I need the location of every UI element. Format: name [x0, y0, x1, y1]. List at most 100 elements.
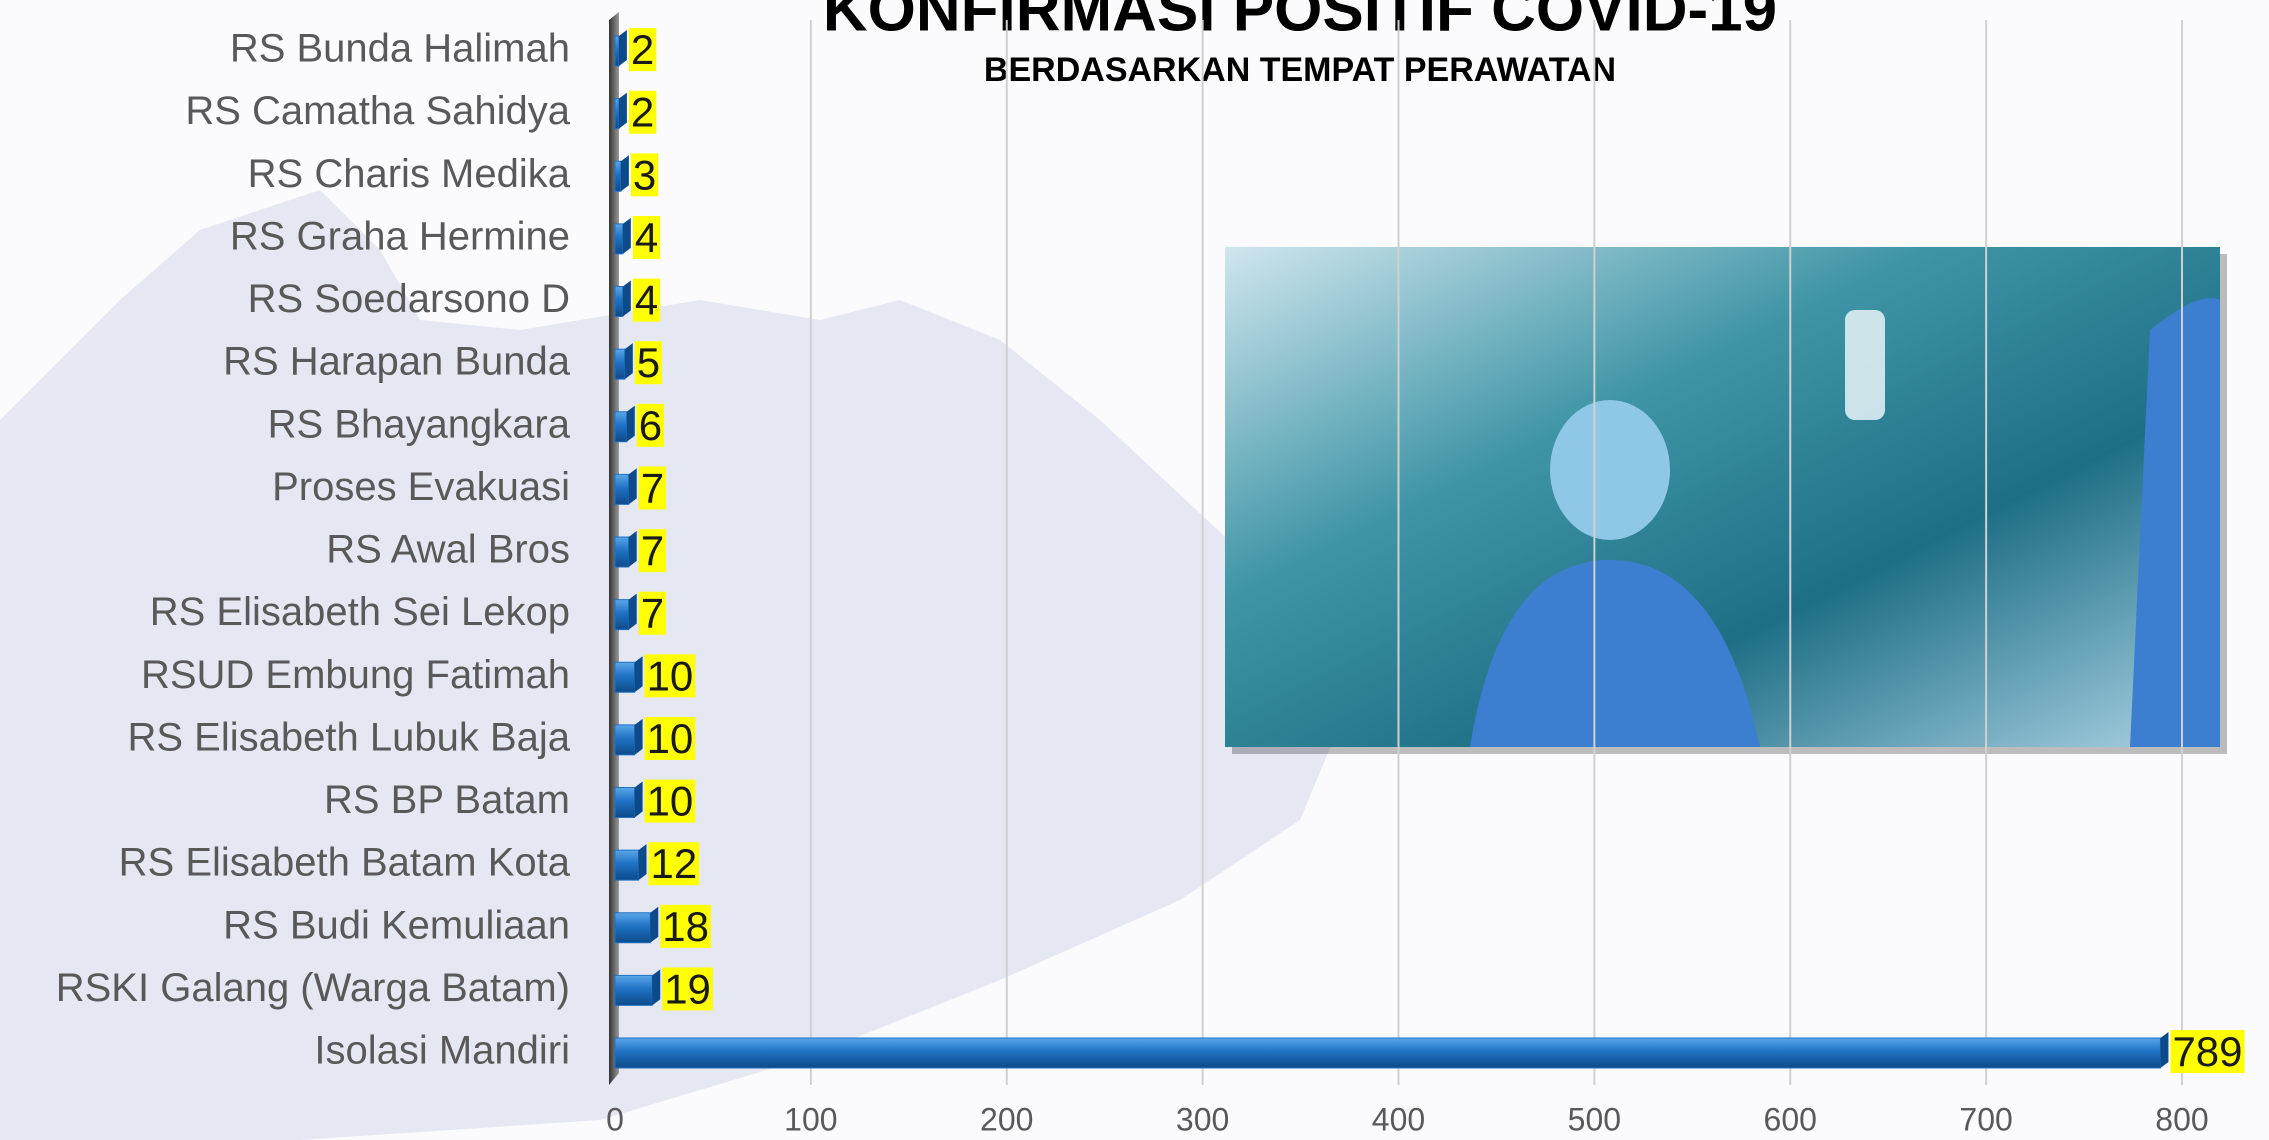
bar-end [628, 593, 637, 630]
bar-end [2160, 1032, 2169, 1068]
value-label: 5 [637, 339, 660, 386]
bar-group [614, 593, 637, 631]
value-label-bg [628, 90, 657, 134]
x-tick-label: 700 [1959, 1101, 2012, 1137]
value-label: 2 [631, 26, 654, 73]
value-label-bg [632, 278, 661, 322]
bar-end [634, 656, 643, 693]
y-tick-label: RS Elisabeth Batam Kota [119, 841, 571, 885]
value-label: 6 [639, 402, 662, 449]
bar-group [614, 217, 631, 255]
bar-end [622, 280, 631, 317]
bar [614, 1037, 2161, 1069]
value-label-bg [638, 591, 667, 635]
bar-end [624, 343, 633, 380]
value-label: 10 [647, 778, 694, 825]
bar-end [620, 155, 629, 192]
value-label: 10 [647, 652, 694, 699]
x-tick-label: 300 [1176, 1101, 1229, 1137]
bar-end [650, 906, 659, 943]
bar [614, 348, 626, 380]
x-tick-label: 600 [1764, 1101, 1817, 1137]
bar-group [614, 906, 659, 944]
value-label-bg [630, 153, 659, 197]
value-label: 4 [635, 214, 658, 261]
value-label: 12 [651, 840, 698, 887]
value-label-bg [660, 904, 711, 948]
y-tick-label: RS Charis Medika [248, 152, 571, 196]
x-tick-label: 800 [2155, 1101, 2208, 1137]
y-tick-label: RS Bhayangkara [268, 402, 571, 446]
bar-group [614, 280, 631, 317]
chart-title: KONFIRMASI POSITIF COVID-19 [823, 0, 1777, 44]
x-tick-label: 400 [1372, 1101, 1425, 1137]
value-label-bg [632, 215, 661, 259]
bar-group [614, 343, 633, 380]
y-tick-label: RSUD Embung Fatimah [141, 653, 570, 697]
bar-end [634, 718, 643, 755]
bar [614, 912, 651, 944]
value-label-bg [628, 28, 657, 72]
value-label-bg [644, 779, 696, 823]
bar-group [614, 92, 627, 130]
bar [614, 974, 653, 1006]
bar-end [626, 405, 635, 442]
y-tick-label: Isolasi Mandiri [314, 1029, 570, 1073]
y-tick-label: Proses Evakuasi [272, 465, 570, 509]
x-tick-label: 0 [606, 1101, 624, 1137]
bar-group [614, 781, 643, 818]
y-tick-label: RSKI Galang (Warga Batam) [56, 966, 570, 1010]
y-tick-label: RS Budi Kemuliaan [223, 903, 570, 947]
bar [614, 223, 624, 255]
bar-group [614, 468, 637, 505]
y-tick-label: RS Harapan Bunda [223, 340, 571, 384]
x-tick-label: 500 [1568, 1101, 1621, 1137]
value-label-bg [634, 341, 663, 385]
bar [614, 536, 630, 568]
y-tick-label: RS Soedarsono D [248, 277, 570, 321]
bar-end [618, 92, 627, 129]
value-label: 2 [631, 89, 654, 136]
value-label: 7 [641, 464, 664, 511]
value-label: 19 [664, 965, 711, 1012]
bar [614, 724, 636, 756]
bar-group [614, 718, 643, 756]
bar [614, 286, 624, 317]
y-tick-label: RS Awal Bros [326, 528, 570, 572]
value-label-bg [2170, 1030, 2245, 1074]
value-label: 7 [641, 590, 664, 637]
value-label: 10 [647, 715, 694, 762]
bar-end [622, 217, 631, 254]
x-tick-label: 100 [784, 1101, 837, 1137]
bar-end [618, 30, 627, 66]
value-label: 789 [2172, 1028, 2242, 1075]
y-tick-label: RS Elisabeth Sei Lekop [150, 590, 570, 634]
value-label-bg [636, 403, 665, 447]
value-label-bg [638, 466, 667, 510]
value-label-bg [644, 716, 696, 760]
bar [614, 411, 628, 443]
bar-group [614, 531, 637, 568]
bar-group [614, 405, 635, 443]
bar [614, 787, 636, 818]
y-tick-label: RS Elisabeth Lubuk Baja [128, 715, 571, 759]
chart-subtitle: BERDASARKAN TEMPAT PERAWATAN [984, 51, 1616, 89]
y-tick-label: RS BP Batam [324, 778, 570, 822]
value-label-bg [662, 967, 713, 1011]
value-label: 4 [635, 277, 658, 324]
bar-group [614, 969, 661, 1006]
value-label-bg [638, 529, 667, 573]
bar [614, 35, 620, 67]
bar [614, 599, 630, 631]
x-tick-label: 200 [980, 1101, 1033, 1137]
photo [1225, 247, 2227, 754]
bar-group [614, 844, 647, 881]
value-label: 3 [633, 151, 656, 198]
y-tick-label: RS Camatha Sahidya [185, 89, 570, 133]
bar-end [652, 969, 661, 1006]
y-tick-label: RS Graha Hermine [230, 214, 570, 258]
bar [614, 160, 622, 192]
bar [614, 98, 620, 130]
bar-group [614, 155, 629, 192]
